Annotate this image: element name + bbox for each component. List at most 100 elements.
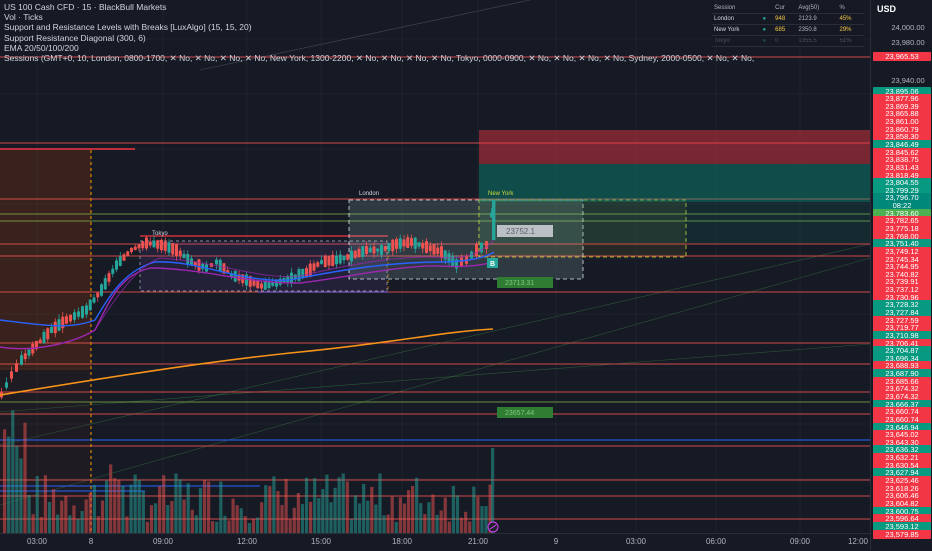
volume-bar	[7, 436, 11, 533]
candle	[201, 263, 205, 270]
price-label: 23,630.54	[873, 460, 931, 470]
price-tick: 24,000.00	[891, 23, 925, 32]
candle	[50, 327, 53, 333]
currency-label[interactable]: USD	[877, 4, 897, 14]
volume-bar	[219, 481, 223, 533]
time-axis[interactable]: 03:00 8 09:00 12:00 15:00 18:00 21:00 9 03:00 06:…	[0, 533, 870, 551]
candle	[42, 331, 46, 344]
candle	[152, 240, 156, 248]
price-axis[interactable]: USD 24,000.00 23,980.00 23,940.00 23,965.53…	[870, 0, 932, 550]
volume-bar	[145, 521, 149, 533]
indicator-volume[interactable]: Vol · Ticks	[4, 12, 43, 23]
candle	[215, 259, 218, 265]
volume-bar	[321, 489, 325, 533]
candle	[118, 256, 122, 266]
price-label: 23,799.29	[873, 185, 931, 195]
session-name: New York	[712, 24, 761, 36]
volume-bar	[491, 448, 495, 533]
position-target-zone	[479, 164, 870, 202]
candle	[460, 257, 463, 267]
ema-20-line	[94, 239, 495, 331]
session-pct: 29%	[837, 24, 864, 36]
candle	[480, 242, 483, 253]
volume-bar	[211, 521, 215, 533]
session-name: Tokyo	[712, 35, 761, 47]
volume-bar	[480, 506, 484, 533]
candle	[96, 292, 100, 298]
volume-bar	[447, 521, 451, 533]
candle	[267, 281, 271, 288]
volume-bar	[231, 498, 235, 533]
indicator-ema[interactable]: EMA 20/50/100/200	[4, 42, 79, 53]
price-label: 23,846.49	[873, 139, 931, 149]
candle	[391, 239, 395, 252]
price-label: 23,845.62	[873, 147, 931, 157]
candle	[440, 246, 443, 258]
support-label-box	[497, 277, 553, 288]
price-label: 23,646.94	[873, 422, 931, 432]
volume-bar	[464, 511, 468, 533]
diagonal-line	[0, 257, 870, 506]
volume-bar	[272, 476, 276, 533]
volume-bar	[239, 508, 243, 533]
sessions-row-newyork: New York ● 685 2350.8 29%	[712, 24, 864, 36]
support-label-box	[497, 407, 553, 418]
volume-bar	[435, 514, 439, 533]
volume-bar	[268, 486, 272, 533]
price-label: 23,818.49	[873, 170, 931, 180]
candle	[73, 312, 76, 320]
volume-bar	[117, 479, 121, 533]
candle	[69, 314, 72, 322]
candle	[455, 259, 458, 269]
volume-bar	[178, 479, 182, 533]
candle	[308, 263, 312, 276]
indicator-sr-breaks[interactable]: Support and Resistance Levels with Break…	[4, 22, 252, 33]
price-label: 23,704.87	[873, 346, 931, 356]
session-cur: 685	[773, 24, 797, 36]
sessions-row-london: London ● 948 2123.9 45%	[712, 13, 864, 25]
volume-bar	[11, 410, 15, 533]
candle	[361, 246, 365, 257]
volume-bar	[382, 515, 386, 533]
symbol-title[interactable]: US 100 Cash CFD · 15 · BlackBull Markets	[4, 2, 167, 12]
volume-bar	[443, 497, 447, 533]
candle	[23, 353, 27, 360]
volume-bar	[345, 481, 349, 533]
price-label: 23,751.40	[873, 239, 931, 249]
position-stop-zone	[479, 130, 870, 164]
volume-bar	[47, 502, 52, 533]
price-label: 23,727.59	[873, 315, 931, 325]
time-tick: 06:00	[705, 537, 727, 546]
volume-bar	[207, 481, 211, 533]
candle	[186, 253, 190, 265]
candle	[178, 250, 182, 256]
volume-bar	[31, 514, 35, 533]
candle	[5, 382, 8, 388]
price-label: 23,727.84	[873, 308, 931, 317]
price-label: 23,579.85	[873, 529, 931, 539]
candle	[27, 349, 31, 356]
price-label: 23,831.43	[873, 162, 931, 172]
volume-bar	[202, 479, 207, 533]
time-tick: 8	[88, 537, 94, 546]
indicator-sr-diagonal[interactable]: Support Resistance Diagonal (300, 6)	[4, 32, 146, 43]
volume-bar	[251, 518, 256, 533]
ema-100-line	[0, 261, 495, 350]
indicator-sessions[interactable]: Sessions (GMT+0, 10, London, 0800-1700, …	[4, 52, 755, 63]
candle	[38, 339, 42, 343]
volume-bar	[215, 521, 219, 533]
price-label: 23,643.30	[873, 437, 931, 447]
price-label: 23,674.32	[873, 384, 931, 394]
price-label: 23,865.88	[873, 109, 931, 119]
candle	[428, 245, 432, 252]
candle	[323, 255, 327, 268]
candle	[175, 244, 178, 256]
candle	[197, 259, 201, 271]
candle	[350, 250, 353, 262]
price-label: 23,710.98	[873, 330, 931, 340]
volume-bar	[260, 502, 264, 533]
volume-bar	[113, 478, 117, 533]
volume-bar	[133, 474, 137, 533]
price-label: 23,674.32	[873, 392, 931, 402]
